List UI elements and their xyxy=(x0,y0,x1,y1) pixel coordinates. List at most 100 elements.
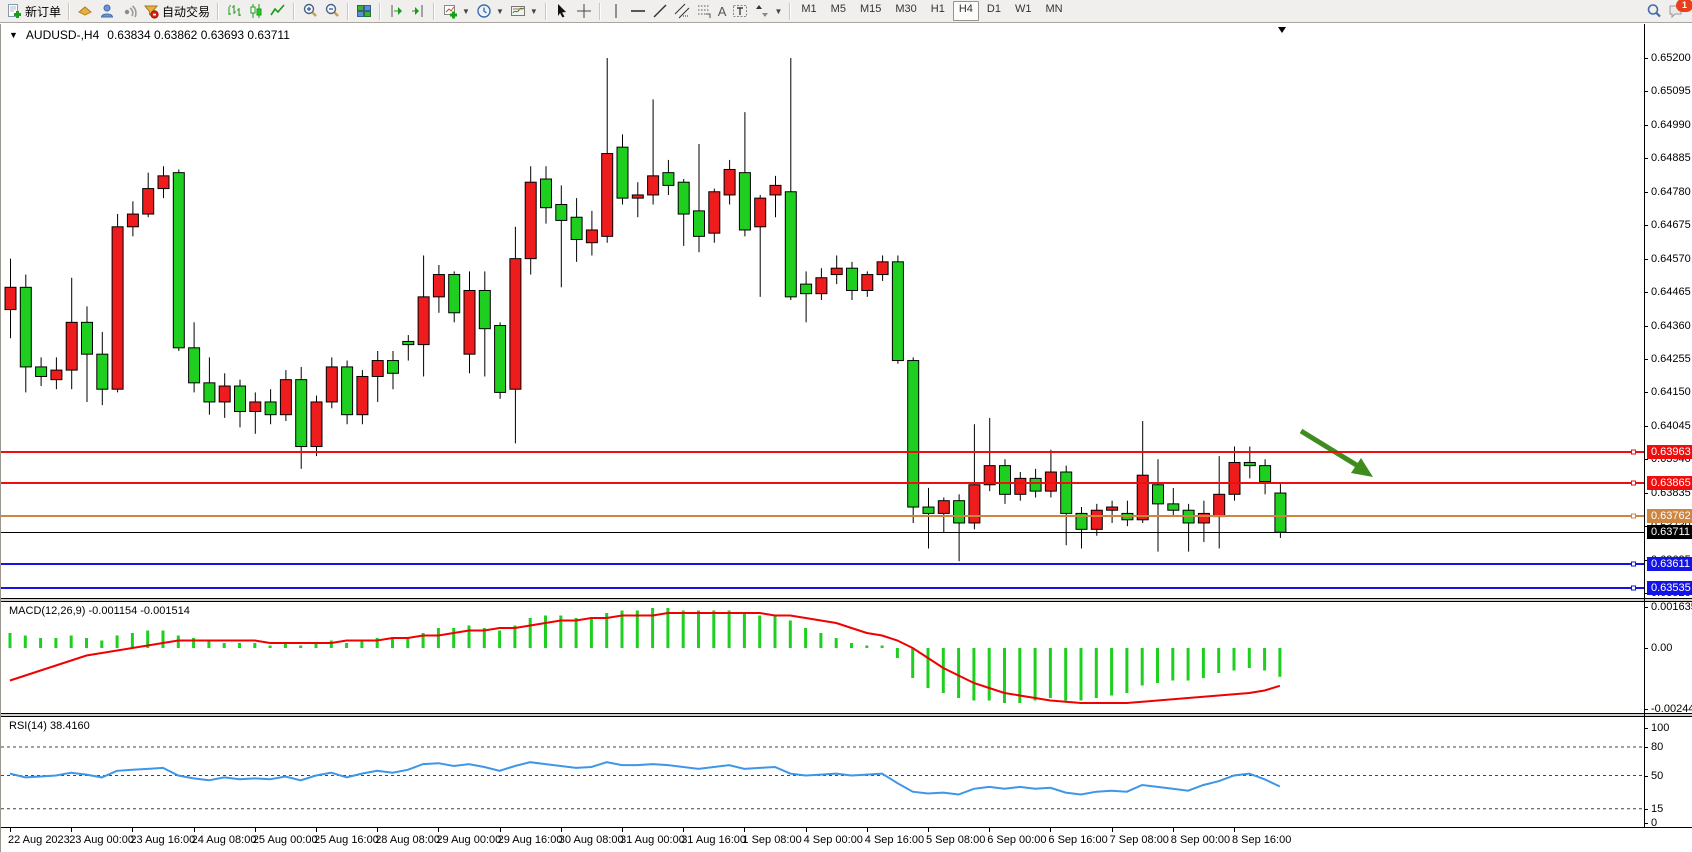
date-label: 4 Sep 00:00 xyxy=(803,834,863,846)
rsi-tick-label: 0 xyxy=(1651,817,1658,829)
arrows-button[interactable]: ▼ xyxy=(751,1,785,21)
date-tick-mark xyxy=(71,828,73,832)
timeframe-m5[interactable]: M5 xyxy=(830,3,846,15)
timeframe-h4[interactable]: H4 xyxy=(952,1,979,21)
tile-windows-button[interactable] xyxy=(353,1,375,21)
auto-trading-icon xyxy=(143,5,159,19)
periods-button[interactable]: ▼ xyxy=(473,1,507,21)
date-tick-mark xyxy=(622,828,623,832)
auto-scroll-button[interactable] xyxy=(385,1,407,21)
date-label: 29 Aug 00:00 xyxy=(436,834,502,846)
timeframe-h1[interactable]: H1 xyxy=(930,3,945,15)
vertical-line-button[interactable] xyxy=(605,1,627,21)
timeframe-mn[interactable]: MN xyxy=(1045,3,1063,15)
line-chart-icon xyxy=(270,4,285,16)
rsi-panel-canvas[interactable] xyxy=(1,717,1644,827)
auto-trading-button[interactable]: 自动交易 xyxy=(140,1,213,21)
price-tick-label: 0.64465 xyxy=(1651,286,1691,299)
hline-handle[interactable] xyxy=(1631,449,1636,455)
date-label: 7 Sep 08:00 xyxy=(1109,834,1169,846)
new-order-button[interactable]: 新订单 xyxy=(3,1,64,21)
hline-0.63611[interactable] xyxy=(1,561,1644,567)
price-tick-mark xyxy=(1644,559,1648,561)
price-tick-label: 0.65095 xyxy=(1651,85,1691,98)
horizontal-line-button[interactable] xyxy=(627,1,649,21)
new-order-label: 新订单 xyxy=(25,4,62,19)
date-label: 30 Aug 08:00 xyxy=(558,834,624,846)
price-tick-mark xyxy=(1644,425,1648,427)
date-tick-mark xyxy=(132,828,134,832)
cursor-button[interactable] xyxy=(551,1,573,21)
annotation-arrow[interactable] xyxy=(1299,428,1373,477)
date-tick-mark xyxy=(438,828,440,832)
timeframe-d1[interactable]: D1 xyxy=(986,3,1001,15)
line-chart-button[interactable] xyxy=(267,1,289,21)
macd-values: -0.001154 -0.001514 xyxy=(88,605,190,617)
bar-chart-button[interactable] xyxy=(223,1,245,21)
price-badge-0.63611: 0.63611 xyxy=(1647,557,1692,572)
date-tick-mark xyxy=(10,828,11,832)
price-tick-label: 0.64150 xyxy=(1651,386,1691,399)
date-label: 5 Sep 08:00 xyxy=(926,834,986,846)
toolbar-separator xyxy=(379,2,382,20)
text-label-button[interactable] xyxy=(729,1,751,21)
chart-collapse-icon[interactable]: ▼ xyxy=(9,30,18,40)
rsi-value: 38.4160 xyxy=(49,720,90,732)
fibonacci-button[interactable] xyxy=(693,1,715,21)
text-label-icon xyxy=(733,5,748,17)
templates-button[interactable]: ▼ xyxy=(507,1,541,21)
timeframe-m15[interactable]: M15 xyxy=(859,3,882,15)
chart-title: ▼ AUDUSD-,H4 0.63834 0.63862 0.63693 0.6… xyxy=(9,28,290,42)
hline-handle[interactable] xyxy=(1631,480,1636,486)
panel-splitter[interactable] xyxy=(1,714,1692,716)
date-tick-mark xyxy=(928,828,929,832)
trendline-button[interactable] xyxy=(649,1,671,21)
price-tick-label: 0.64360 xyxy=(1651,319,1691,332)
signals-button[interactable] xyxy=(118,1,140,21)
date-tick-mark xyxy=(1050,828,1052,832)
timeframe-m1[interactable]: M1 xyxy=(801,3,817,15)
hline-handle[interactable] xyxy=(1631,561,1636,567)
rsi-label: RSI(14) 38.4160 xyxy=(9,720,90,732)
rsi-tick-mark xyxy=(1644,823,1648,824)
rsi-name: RSI(14) xyxy=(9,720,47,732)
price-tick-mark xyxy=(1644,492,1648,494)
price-tick-label: 0.65200 xyxy=(1651,52,1691,64)
metaeditor-button[interactable] xyxy=(74,1,96,21)
notifications-button[interactable]: 1 xyxy=(1668,0,1692,19)
chart-shift-icon xyxy=(412,5,423,17)
timeframe-w1[interactable]: W1 xyxy=(1014,3,1032,15)
date-label: 23 Aug 00:00 xyxy=(69,834,135,846)
macd-tick-mark xyxy=(1644,648,1648,649)
hline-handle[interactable] xyxy=(1631,585,1636,591)
zoom-out-button[interactable] xyxy=(321,1,343,21)
toolbar-separator xyxy=(544,2,547,20)
hline-0.63762[interactable] xyxy=(1,513,1644,519)
tile-windows-icon xyxy=(357,5,372,17)
hline-0.63535[interactable] xyxy=(1,585,1644,591)
hline-0.63711[interactable] xyxy=(1,531,1644,533)
hline-0.63963[interactable] xyxy=(1,449,1644,455)
candle-chart-canvas[interactable] xyxy=(1,24,1644,599)
macd-panel-canvas[interactable] xyxy=(1,602,1644,713)
date-tick-mark xyxy=(1234,828,1235,832)
price-tick-mark xyxy=(1644,459,1648,461)
community-button[interactable] xyxy=(96,1,118,21)
date-tick-mark xyxy=(989,828,991,832)
zoom-in-button[interactable] xyxy=(299,1,321,21)
date-label: 25 Aug 00:00 xyxy=(252,834,318,846)
new-chart-button[interactable]: ▼ xyxy=(439,1,473,21)
cursor-icon xyxy=(557,4,566,18)
timeframe-m30[interactable]: M30 xyxy=(895,3,917,15)
candlestick-chart-button[interactable] xyxy=(245,1,267,21)
date-tick-mark xyxy=(1111,828,1113,832)
text-button[interactable]: A xyxy=(717,3,727,19)
equidistant-channel-button[interactable] xyxy=(671,1,693,21)
search-icon[interactable] xyxy=(1646,3,1662,19)
hline-0.63865[interactable] xyxy=(1,480,1644,486)
chart-shift-button[interactable] xyxy=(407,1,429,21)
crosshair-button[interactable] xyxy=(573,1,595,21)
hline-handle[interactable] xyxy=(1631,513,1636,519)
panel-splitter[interactable] xyxy=(1,599,1692,601)
